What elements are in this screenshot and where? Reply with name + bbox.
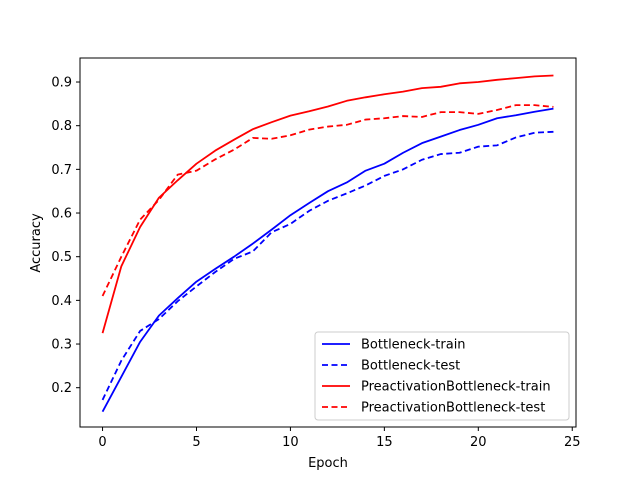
legend-label-0: Bottleneck-train [361,338,466,353]
x-tick-label: 20 [470,435,487,450]
y-tick-label: 0.3 [51,338,72,353]
y-tick-label: 0.8 [51,119,72,134]
series-line-2 [101,74,554,334]
series-line-3 [101,104,554,297]
y-tick-label: 0.5 [51,250,72,265]
x-tick-label: 15 [376,435,393,450]
legend-box [314,331,570,421]
x-tick-label: 5 [192,435,200,450]
plot-area: 0 5 10 15 20 25 0.2 0.3 0.4 0.5 0.6 0.7 0.8 0.9 [51,57,581,450]
series-line-1 [101,130,554,401]
legend-label-3: PreactivationBottleneck-test [361,401,545,416]
x-tick-label: 0 [98,435,106,450]
legend-label-1: Bottleneck-test [361,359,460,374]
x-tick-label: 25 [564,435,581,450]
y-tick-label: 0.2 [51,381,72,396]
axes-frame [79,57,577,428]
y-tick-label: 0.9 [51,76,72,91]
legend-label-2: PreactivationBottleneck-train [361,380,551,395]
y-tick-label: 0.7 [51,163,72,178]
x-tick-label: 10 [282,435,299,450]
series-line-0 [101,107,554,413]
y-axis-label: Accuracy [29,213,44,273]
legend: Bottleneck-train Bottleneck-test Preactiva… [314,331,570,421]
x-axis-label: Epoch [308,456,348,471]
y-tick-label: 0.4 [51,294,72,309]
y-tick-label: 0.6 [51,207,72,222]
